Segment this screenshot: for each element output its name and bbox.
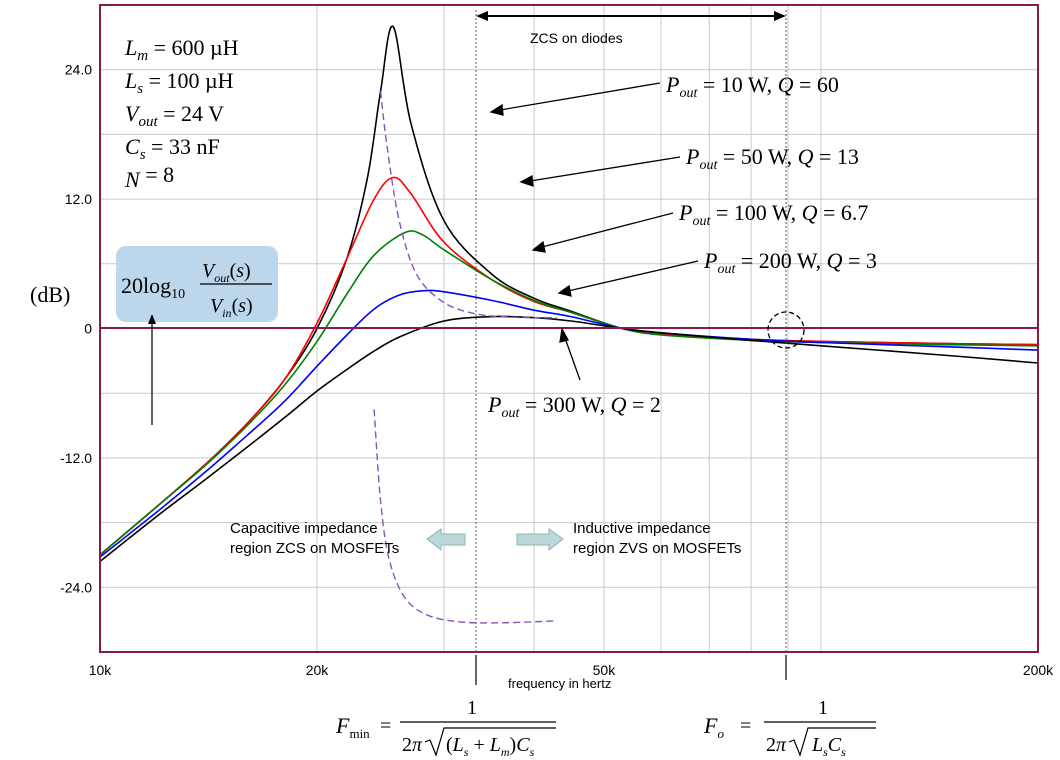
svg-text:Vin(s): Vin(s) — [210, 295, 253, 320]
param-symbol: L — [124, 68, 137, 93]
svg-text:N = 8: N = 8 — [124, 162, 174, 192]
fo-crossing-circle — [767, 311, 805, 349]
fmin-formula: Fmin = 1 2π (Ls + Lm)Cs — [335, 697, 556, 759]
y-tick-label: -12.0 — [60, 450, 92, 466]
inductive-region-line2: region ZVS on MOSFETs — [573, 540, 741, 557]
capacitive-region-line1: Capacitive impedance — [230, 520, 378, 537]
param-subscript: out — [138, 114, 158, 130]
param-value: = 8 — [140, 162, 174, 187]
y-tick-label: 24.0 — [65, 62, 92, 78]
svg-text:(Ls + Lm)Cs: (Ls + Lm)Cs — [446, 734, 535, 759]
svg-text:LsCs: LsCs — [811, 734, 846, 759]
inductive-region-line1: Inductive impedance — [573, 520, 711, 537]
svg-text:Ls = 100 µH: Ls = 100 µH — [124, 68, 234, 97]
y-tick-label: 0 — [84, 321, 92, 337]
x-tick-label: 200k — [1023, 662, 1054, 678]
curve-labels: Pout = 10 W, Q = 60 Pout = 50 W, Q = 13 … — [487, 72, 877, 421]
param-symbol: N — [124, 167, 141, 192]
y-tick-label: 12.0 — [65, 191, 92, 207]
param-value: = 33 nF — [146, 134, 220, 159]
param-subscript: m — [137, 48, 148, 64]
param-value: = 100 µH — [143, 68, 234, 93]
fo-formula: Fo = 1 2π LsCs — [703, 697, 876, 759]
right-arrow-icon — [516, 528, 564, 552]
parameter-list: Lm = 600 µH Ls = 100 µH Vout = 24 V Cs =… — [124, 35, 239, 192]
param-symbol: C — [125, 134, 140, 159]
y-tick-label: -24.0 — [60, 579, 92, 595]
left-arrow-icon — [426, 528, 466, 552]
dashed-locus-line — [373, 409, 557, 624]
label-arrows — [489, 82, 699, 381]
tick-labels: 10k 20k 50k 200k 24.0 12.0 0 -12.0 -24.0 — [60, 62, 1054, 678]
param-subscript: s — [137, 81, 143, 97]
param-value: = 600 µH — [148, 35, 239, 60]
svg-text:Lm = 600 µH: Lm = 600 µH — [124, 35, 239, 64]
curve-label: Pout = 50 W, Q = 13 — [685, 144, 859, 173]
transfer-function-arrow — [148, 314, 156, 425]
svg-text:=: = — [380, 715, 391, 737]
x-tick-label: 50k — [593, 662, 617, 678]
x-tick-label: 10k — [89, 662, 113, 678]
capacitive-region-line2: region ZCS on MOSFETs — [230, 540, 399, 557]
curve-label: Pout = 100 W, Q = 6.7 — [678, 200, 868, 229]
dashed-locus-line — [379, 91, 557, 319]
svg-text:Fmin: Fmin — [335, 713, 370, 741]
svg-text:=: = — [740, 715, 751, 737]
transfer-function-box: 20log10 Vout(s) Vin(s) — [116, 246, 278, 322]
svg-text:2π: 2π — [766, 734, 787, 756]
param-value: = 24 V — [158, 101, 225, 126]
x-axis-label: frequency in hertz — [508, 676, 611, 691]
zcs-diodes-arrow — [476, 11, 786, 21]
param-symbol: V — [125, 101, 141, 126]
param-subscript: s — [140, 147, 146, 163]
grid — [100, 5, 1038, 652]
svg-text:Vout = 24 V: Vout = 24 V — [125, 101, 224, 130]
param-symbol: L — [124, 35, 137, 60]
svg-text:1: 1 — [467, 697, 477, 719]
curve-label: Pout = 200 W, Q = 3 — [703, 248, 877, 277]
svg-text:Fo: Fo — [703, 713, 724, 741]
x-tick-label: 20k — [306, 662, 330, 678]
curve-label: Pout = 10 W, Q = 60 — [665, 72, 839, 101]
curve-label: Pout = 300 W, Q = 2 — [487, 392, 661, 421]
svg-text:Cs = 33 nF: Cs = 33 nF — [125, 134, 220, 163]
series-line — [99, 315, 1039, 563]
svg-text:1: 1 — [818, 697, 828, 719]
svg-text:2π: 2π — [402, 734, 423, 756]
y-axis-label: (dB) — [30, 282, 70, 307]
zcs-diodes-label: ZCS on diodes — [530, 30, 623, 46]
